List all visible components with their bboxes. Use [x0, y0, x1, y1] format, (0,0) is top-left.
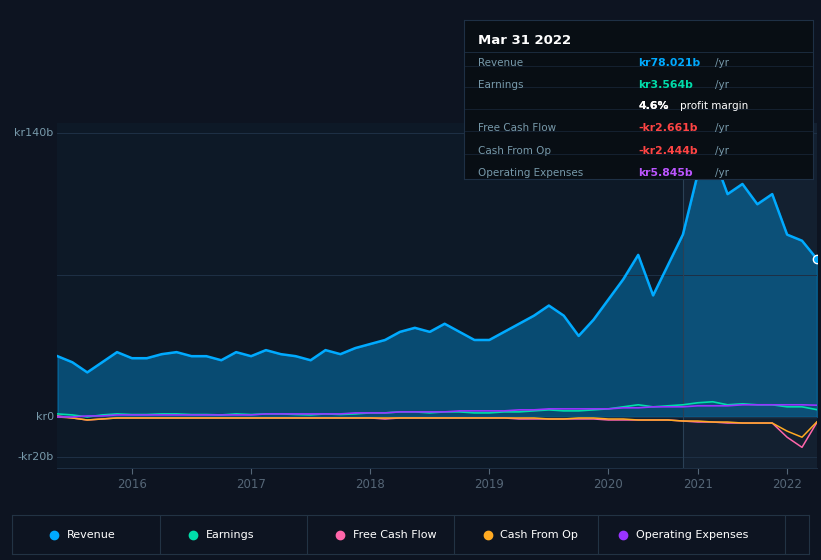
Text: -kr2.661b: -kr2.661b [639, 123, 698, 133]
Text: 4.6%: 4.6% [639, 101, 669, 111]
Text: Operating Expenses: Operating Expenses [636, 530, 748, 540]
Text: kr0: kr0 [35, 412, 53, 422]
Text: -kr2.444b: -kr2.444b [639, 146, 698, 156]
Text: /yr: /yr [715, 123, 729, 133]
Text: /yr: /yr [715, 58, 729, 68]
Text: /yr: /yr [715, 80, 729, 90]
Text: /yr: /yr [715, 146, 729, 156]
Text: Cash From Op: Cash From Op [478, 146, 551, 156]
Text: kr78.021b: kr78.021b [639, 58, 700, 68]
Text: Revenue: Revenue [67, 530, 115, 540]
Text: 4.6%: 4.6% [639, 101, 669, 111]
Text: -kr20b: -kr20b [17, 452, 53, 463]
Text: kr140b: kr140b [15, 128, 53, 138]
Text: /yr: /yr [715, 168, 729, 178]
Text: kr5.845b: kr5.845b [639, 168, 693, 178]
Text: Mar 31 2022: Mar 31 2022 [478, 34, 571, 47]
Bar [683, 123, 817, 468]
Text: Free Cash Flow: Free Cash Flow [478, 123, 556, 133]
Text: Cash From Op: Cash From Op [501, 530, 578, 540]
Text: Earnings: Earnings [478, 80, 523, 90]
Text: Revenue: Revenue [478, 58, 523, 68]
Text: Free Cash Flow: Free Cash Flow [353, 530, 437, 540]
Text: kr3.564b: kr3.564b [639, 80, 693, 90]
Text: profit margin: profit margin [680, 101, 749, 111]
Text: Earnings: Earnings [206, 530, 255, 540]
Text: Operating Expenses: Operating Expenses [478, 168, 583, 178]
